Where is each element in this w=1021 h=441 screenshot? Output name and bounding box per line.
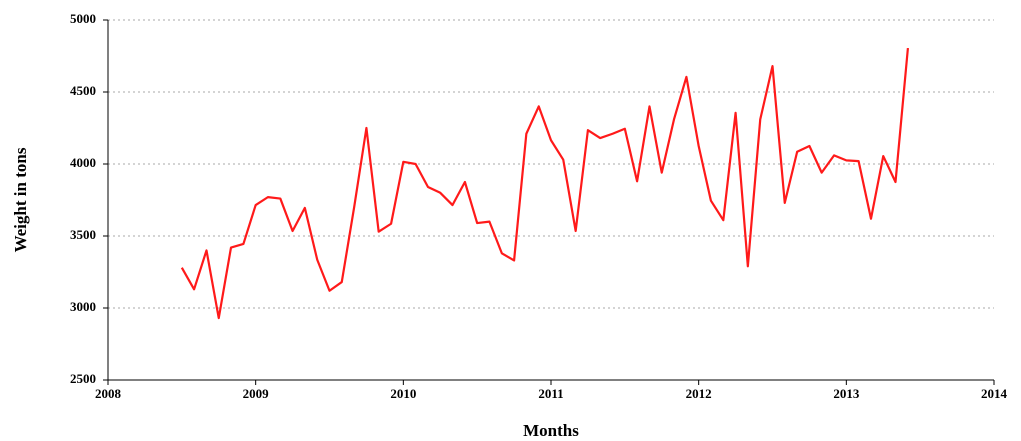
x-tick-label: 2013 (833, 386, 860, 401)
x-tick-label: 2008 (95, 386, 122, 401)
y-tick-label: 4000 (70, 155, 96, 170)
y-axis-title: Weight in tons (11, 147, 30, 252)
y-tick-label: 3500 (70, 227, 96, 242)
y-tick-label: 2500 (70, 371, 96, 386)
y-tick-label: 4500 (70, 83, 96, 98)
y-tick-label: 3000 (70, 299, 96, 314)
x-tick-label: 2009 (243, 386, 270, 401)
x-tick-label: 2014 (981, 386, 1008, 401)
x-axis-title: Months (523, 421, 579, 440)
x-tick-label: 2011 (538, 386, 563, 401)
data-line (180, 47, 910, 320)
y-tick-label: 5000 (70, 11, 96, 26)
x-tick-label: 2012 (686, 386, 712, 401)
x-tick-label: 2010 (390, 386, 416, 401)
